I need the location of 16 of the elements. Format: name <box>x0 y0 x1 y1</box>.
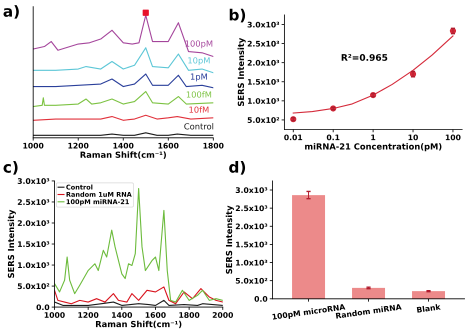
annotation: R²=0.965 <box>342 54 388 61</box>
y-axis-title: SERS Intensity <box>238 38 246 106</box>
x-axis-title: miRNA-21 Concentration(pM) <box>305 143 442 152</box>
series-label: 10fM <box>189 106 208 113</box>
series-label: 1pM <box>190 74 207 82</box>
chart-title: b) <box>230 8 246 22</box>
chart-title: a) <box>4 5 19 19</box>
x-axis-title: Raman Shift(cm⁻¹) <box>80 151 166 159</box>
y-axis-title: SERS Intensity <box>8 210 16 278</box>
chart-title: c) <box>4 161 18 175</box>
series-label: 10pM <box>188 57 210 66</box>
series-label: 100fM <box>186 91 212 98</box>
x-axis-title: Raman Shift(cm⁻¹) <box>96 320 182 328</box>
chart-title: d) <box>229 161 246 175</box>
series-label: Control <box>184 123 214 130</box>
y-axis-title: SERS Intensity <box>226 206 234 274</box>
